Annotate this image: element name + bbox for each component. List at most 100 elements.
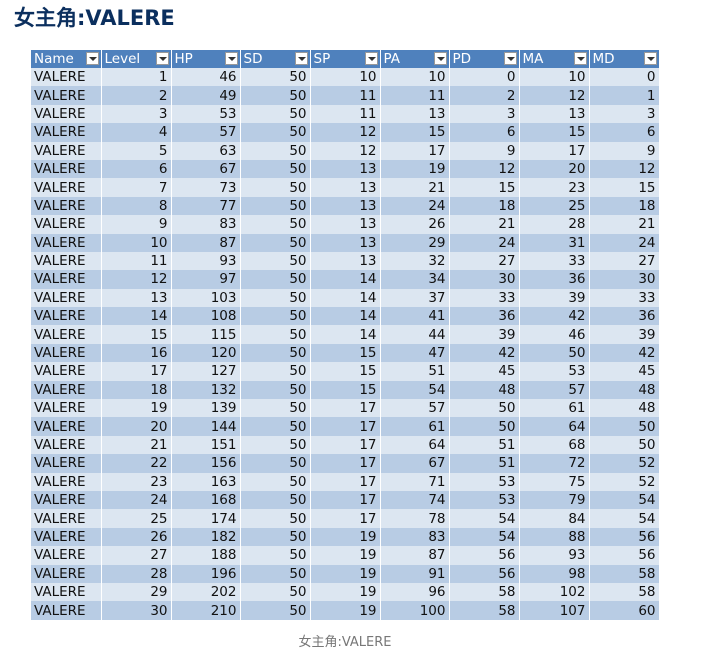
filter-button[interactable] <box>433 52 447 65</box>
table-cell: 17 <box>310 490 381 510</box>
filter-button[interactable] <box>155 52 169 65</box>
table-cell: 50 <box>240 527 311 547</box>
table-cell: 21 <box>101 435 172 455</box>
table-cell: 41 <box>380 307 450 326</box>
table-cell: 44 <box>380 325 450 344</box>
table-cell: 13 <box>519 104 590 124</box>
table-cell: 50 <box>240 288 311 308</box>
caption: 女主角:VALERE <box>298 635 392 650</box>
table-cell: 61 <box>519 399 590 418</box>
table-cell: 57 <box>519 380 590 400</box>
table-row: VALERE 9 83 50 13 26 21 28 21 <box>31 215 660 234</box>
table-body: VALERE 1 46 50 10 10 0 10 0 VALERE 2 49 50 11 11 2 12 1 VA… <box>31 68 660 620</box>
table-cell: 50 <box>240 564 311 583</box>
table-cell: VALERE <box>31 527 102 547</box>
filter-button[interactable] <box>294 52 308 65</box>
table-cell: 39 <box>449 325 520 344</box>
table-cell: 17 <box>310 435 381 455</box>
table-cell: 168 <box>171 490 241 510</box>
table-cell: 1 <box>589 86 660 105</box>
table-cell: 45 <box>589 362 660 381</box>
table-cell: 15 <box>310 343 381 363</box>
table-cell: 12 <box>519 86 590 105</box>
table-row: VALERE 11 93 50 13 32 27 33 27 <box>31 251 660 271</box>
table-cell: 46 <box>519 325 590 344</box>
table-cell: 54 <box>449 527 520 547</box>
table-cell: 6 <box>449 123 520 142</box>
table-row: VALERE 1 46 50 10 10 0 10 0 <box>31 68 660 87</box>
table-cell: 17 <box>310 509 381 528</box>
table-cell: VALERE <box>31 601 102 620</box>
table-cell: 50 <box>589 417 660 436</box>
table-cell: 50 <box>240 123 311 142</box>
table-cell: 50 <box>240 380 311 400</box>
table-cell: 50 <box>240 196 311 216</box>
table-cell: 23 <box>519 178 590 197</box>
table-cell: 132 <box>171 380 241 400</box>
table-cell: 15 <box>310 362 381 381</box>
table-cell: 77 <box>171 196 241 216</box>
table-cell: VALERE <box>31 196 102 216</box>
table-cell: 13 <box>310 233 381 252</box>
table-cell: 127 <box>171 362 241 381</box>
table-cell: 36 <box>449 307 520 326</box>
table-cell: 51 <box>449 454 520 473</box>
filter-button[interactable] <box>503 52 517 65</box>
table-cell: 30 <box>449 270 520 289</box>
table-cell: 188 <box>171 546 241 565</box>
table-cell: VALERE <box>31 380 102 400</box>
table-cell: 63 <box>171 141 241 160</box>
table-cell: 50 <box>240 178 311 197</box>
table-cell: 96 <box>380 582 450 602</box>
column-label: MD <box>592 51 615 67</box>
table-cell: 3 <box>449 104 520 124</box>
table-cell: 87 <box>380 546 450 565</box>
table-cell: 68 <box>519 435 590 455</box>
table-cell: 2 <box>449 86 520 105</box>
table-cell: 6 <box>589 123 660 142</box>
column-header: Level <box>101 50 172 68</box>
table-cell: 19 <box>310 527 381 547</box>
table-cell: 73 <box>171 178 241 197</box>
table-cell: 19 <box>380 159 450 179</box>
table-cell: 30 <box>101 601 172 620</box>
table-cell: 17 <box>380 141 450 160</box>
table-cell: 4 <box>101 123 172 142</box>
filter-button[interactable] <box>643 52 657 65</box>
table-cell: 54 <box>589 490 660 510</box>
filter-button[interactable] <box>224 52 238 65</box>
table-cell: 67 <box>380 454 450 473</box>
table-cell: 18 <box>589 196 660 216</box>
table-cell: 50 <box>240 270 311 289</box>
filter-button[interactable] <box>573 52 587 65</box>
filter-button[interactable] <box>364 52 378 65</box>
table-cell: VALERE <box>31 435 102 455</box>
table-cell: 61 <box>380 417 450 436</box>
table-cell: 100 <box>380 601 450 620</box>
filter-button[interactable] <box>85 52 99 65</box>
table-cell: 29 <box>101 582 172 602</box>
table-row: VALERE 29 202 50 19 96 58 102 58 <box>31 582 660 602</box>
table-cell: 17 <box>310 399 381 418</box>
table-row: VALERE 24 168 50 17 74 53 79 54 <box>31 490 660 510</box>
table-cell: VALERE <box>31 582 102 602</box>
table-cell: VALERE <box>31 215 102 234</box>
table-cell: 50 <box>240 454 311 473</box>
table-cell: 12 <box>589 159 660 179</box>
column-header: SD <box>240 50 311 68</box>
table-cell: VALERE <box>31 325 102 344</box>
table-cell: 42 <box>519 307 590 326</box>
table-cell: 19 <box>101 399 172 418</box>
table-cell: 56 <box>589 546 660 565</box>
column-label: Level <box>104 51 141 67</box>
table-row: VALERE 20 144 50 17 61 50 64 50 <box>31 417 660 436</box>
table-row: VALERE 18 132 50 15 54 48 57 48 <box>31 380 660 400</box>
column-header: PA <box>380 50 450 68</box>
table-cell: 14 <box>101 307 172 326</box>
table-cell: 9 <box>101 215 172 234</box>
table-cell: 52 <box>589 454 660 473</box>
table-cell: VALERE <box>31 288 102 308</box>
table-cell: 6 <box>101 159 172 179</box>
table-cell: 33 <box>519 251 590 271</box>
table-row: VALERE 22 156 50 17 67 51 72 52 <box>31 454 660 473</box>
